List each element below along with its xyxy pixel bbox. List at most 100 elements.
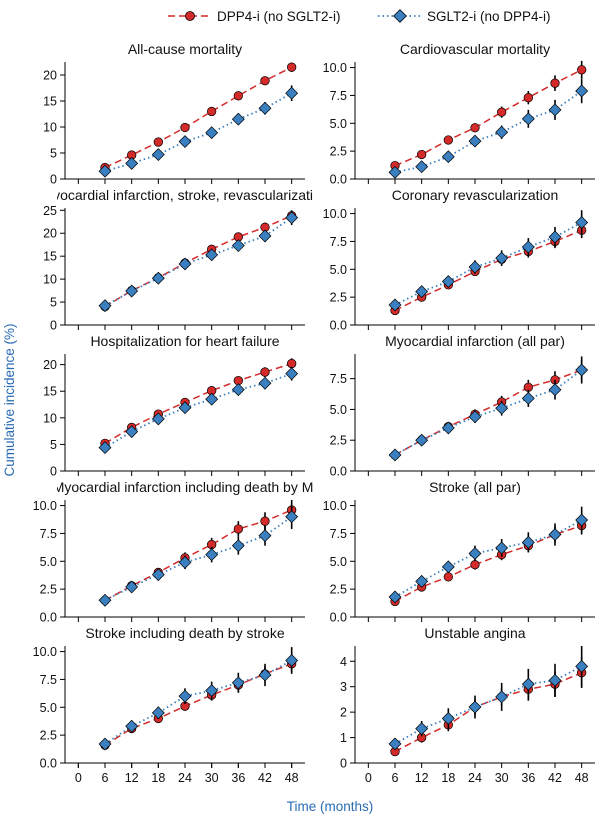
data-point <box>178 135 192 148</box>
y-tick-label: 1 <box>340 731 347 745</box>
x-tick-label: 12 <box>415 771 429 785</box>
panel-1: Cardiovascular mortality 0.0 2.5 5.0 7.5 10.0 <box>323 41 595 187</box>
data-point <box>231 383 245 397</box>
y-tick-label: 2.5 <box>330 434 347 448</box>
data-point <box>125 156 139 170</box>
legend-entry-dpp4: DPP4-i (no SGLT2-i) <box>168 9 341 24</box>
series-0 <box>390 657 587 757</box>
data-point <box>521 391 535 405</box>
data-point <box>470 123 480 133</box>
panel-0: All-cause mortality 0 5 10 15 20 <box>43 41 305 187</box>
data-point <box>258 668 272 682</box>
y-tick-label: 0.0 <box>330 319 347 333</box>
y-tick-label: 5 <box>50 296 57 310</box>
y-tick-label: 3 <box>340 680 347 694</box>
data-point <box>521 535 535 549</box>
panel-2: Myocardial infarction, stroke, revascula… <box>43 187 313 333</box>
data-point <box>388 165 402 179</box>
legend-label-dpp4: DPP4-i (no SGLT2-i) <box>217 9 341 24</box>
y-tick-label: 0.0 <box>330 173 347 187</box>
y-tick-label: 20 <box>43 358 57 372</box>
x-tick-label: 36 <box>521 771 535 785</box>
panel-6: Myocardial infarction including death by… <box>33 479 318 625</box>
data-point <box>285 654 299 667</box>
y-tick-label: 2 <box>340 706 347 720</box>
x-axis-title: Time (months) <box>287 799 374 814</box>
x-tick-label: 6 <box>102 771 109 785</box>
data-point <box>205 126 219 140</box>
data-point <box>441 150 455 164</box>
data-point <box>205 684 219 698</box>
y-tick-label: 10.0 <box>33 499 57 513</box>
series-1 <box>388 78 589 179</box>
panel-title: All-cause mortality <box>128 41 242 57</box>
data-point <box>260 516 270 526</box>
series-line <box>104 372 292 449</box>
data-point <box>577 65 587 75</box>
panels: All-cause mortality05101520Cardiovascula… <box>33 41 595 785</box>
y-tick-label: 0 <box>50 465 57 479</box>
y-tick-label: 10.0 <box>323 61 347 75</box>
series-1 <box>388 506 589 604</box>
data-point <box>521 112 535 126</box>
y-tick-label: 7.5 <box>330 235 347 249</box>
data-point <box>151 568 165 582</box>
x-tick-label: 18 <box>441 771 455 785</box>
data-point <box>98 593 112 607</box>
data-point <box>548 103 562 117</box>
y-tick-label: 2.5 <box>330 583 347 597</box>
series-line <box>394 519 583 598</box>
y-tick-label: 5.0 <box>40 555 57 569</box>
data-point <box>470 559 480 570</box>
data-point <box>125 580 139 594</box>
data-point <box>151 271 165 285</box>
x-tick-label: 30 <box>205 771 219 785</box>
data-point <box>468 547 482 560</box>
y-tick-label: 2.5 <box>40 729 57 743</box>
panel-title: Stroke including death by stroke <box>85 625 284 641</box>
data-point <box>575 84 589 98</box>
data-point <box>153 137 163 147</box>
data-point <box>441 421 455 435</box>
data-point <box>495 125 509 139</box>
x-tick-label: 24 <box>468 771 482 785</box>
data-point <box>151 706 165 720</box>
y-tick-label: 2.5 <box>40 583 57 597</box>
panel-title: Myocardial infarction including death by… <box>53 479 318 495</box>
data-point <box>415 574 429 588</box>
panel-title: Myocardial infarction (all par) <box>385 333 565 349</box>
series-line <box>104 66 293 169</box>
y-tick-label: 5.0 <box>330 263 347 277</box>
data-point <box>441 560 455 574</box>
data-point <box>205 548 219 562</box>
y-tick-label: 7.5 <box>330 89 347 103</box>
data-point <box>151 412 165 426</box>
data-point <box>98 164 112 178</box>
legend-marker-sglt2 <box>393 9 407 23</box>
data-point <box>260 367 270 377</box>
data-point <box>178 257 192 271</box>
data-point <box>415 160 429 174</box>
data-point <box>548 528 562 541</box>
x-tick-label: 48 <box>285 771 299 785</box>
series-0 <box>100 210 297 312</box>
y-tick-label: 0 <box>340 757 347 771</box>
x-tick-label: 18 <box>151 771 165 785</box>
legend: DPP4-i (no SGLT2-i) SGLT2-i (no DPP4-i) <box>168 9 551 24</box>
data-point <box>178 401 192 415</box>
data-point <box>441 275 455 288</box>
series-line <box>104 216 293 307</box>
panel-3: Coronary revascularization 0.0 2.5 5.0 7.5 10… <box>323 187 595 333</box>
panel-10: 0 6 12 18 24 30 36 42 48 <box>75 763 299 785</box>
data-point <box>205 248 219 262</box>
x-tick-label: 36 <box>231 771 245 785</box>
data-point <box>468 134 482 148</box>
y-tick-label: 5.0 <box>330 555 347 569</box>
data-point <box>495 401 509 415</box>
y-tick-label: 0 <box>50 173 57 187</box>
data-point <box>98 441 112 455</box>
y-tick-label: 7.5 <box>330 372 347 386</box>
data-point <box>98 299 112 313</box>
data-point <box>388 448 402 462</box>
data-point <box>495 541 509 555</box>
